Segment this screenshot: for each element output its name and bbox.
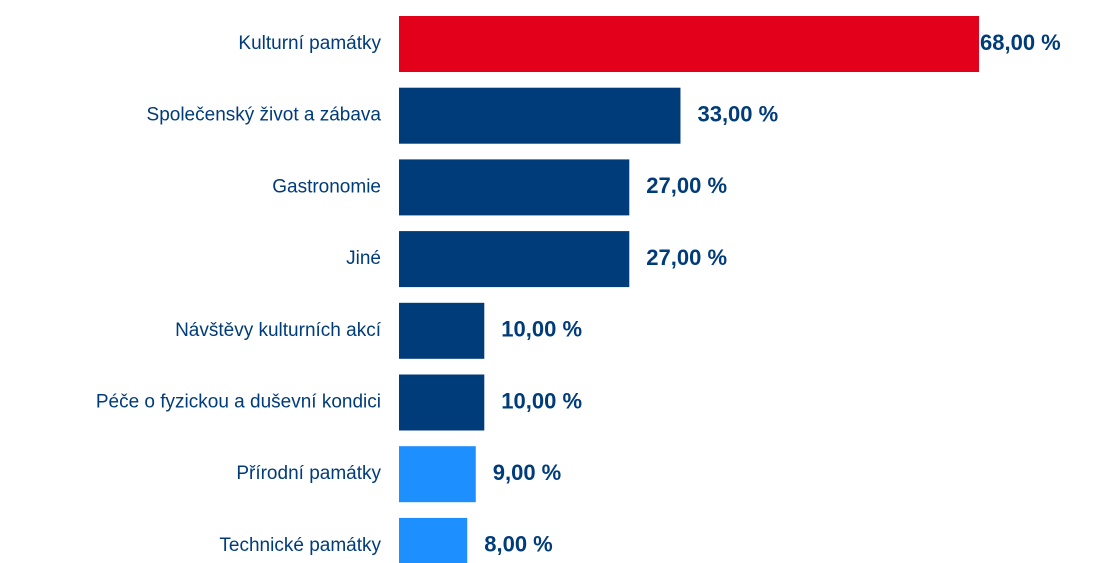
value-label: 33,00 % [697,102,778,127]
bar [399,374,485,431]
bar [399,446,476,503]
value-label: 8,00 % [484,532,553,557]
value-label: 27,00 % [646,173,727,198]
value-label: 10,00 % [501,317,582,342]
bar [399,517,468,563]
category-label: Společenský život a zábava [147,105,382,126]
bar [399,302,485,359]
category-label: Jiné [346,248,381,269]
bar [399,159,630,216]
value-label: 10,00 % [501,388,582,413]
category-label: Technické památky [219,535,381,556]
category-label: Přírodní památky [236,463,381,484]
category-label: Návštěvy kulturních akcí [175,320,382,341]
category-label: Kulturní památky [238,33,381,54]
category-label: Péče o fyzickou a duševní kondici [96,392,381,413]
bar [399,87,681,144]
bar [399,16,979,72]
bar [399,231,630,288]
value-label: 9,00 % [493,460,562,485]
category-label: Gastronomie [272,176,381,197]
value-label: 27,00 % [646,245,727,270]
value-label: 68,00 % [980,30,1061,55]
